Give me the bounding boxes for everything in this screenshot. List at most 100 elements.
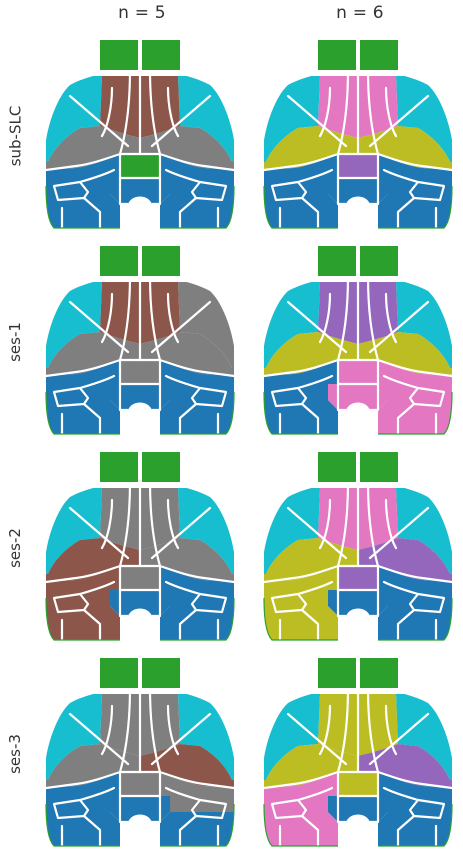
region-m-l: [46, 482, 102, 574]
area-border: [78, 580, 116, 596]
area-border: [336, 588, 348, 618]
area-border: [286, 94, 348, 148]
area-border: [164, 580, 202, 596]
area-border: [82, 402, 102, 434]
area-border: [286, 300, 348, 354]
region-v-r: [160, 606, 234, 640]
area-border: [150, 794, 162, 824]
cortex-rim: [263, 391, 453, 435]
area-border: [270, 592, 308, 614]
area-border: [148, 70, 162, 156]
region-c-c: [114, 154, 166, 178]
area-border: [178, 196, 198, 228]
area-border: [158, 564, 234, 584]
cortex-rim: [263, 803, 453, 847]
area-border: [336, 382, 348, 412]
region-l-l: [264, 332, 358, 376]
area-border: [368, 588, 380, 618]
area-border: [384, 292, 398, 344]
area-border: [78, 168, 116, 184]
area-border: [190, 592, 228, 614]
area-border: [376, 358, 452, 378]
region-olfactory-bulb: [100, 246, 180, 276]
area-border: [150, 712, 212, 766]
region-v-r: [378, 400, 452, 434]
region-l-l: [264, 538, 358, 582]
area-border: [158, 358, 234, 378]
region-v-c: [328, 178, 388, 204]
region-v-r: [378, 606, 452, 640]
cortex-rim: [263, 185, 453, 229]
area-border: [164, 168, 202, 184]
area-border: [158, 152, 234, 172]
region-l-r: [140, 332, 234, 376]
region-olfactory-bulb: [100, 40, 180, 70]
area-border: [384, 498, 398, 550]
area-border: [296, 786, 334, 802]
area-border: [190, 386, 228, 408]
region-l-r: [358, 126, 452, 170]
region-m-r: [396, 70, 452, 162]
area-border: [366, 688, 380, 774]
row-label-text: ses-2: [6, 528, 25, 568]
area-border: [408, 592, 446, 614]
area-border: [368, 176, 380, 206]
region-c-c: [114, 566, 166, 590]
region-c-c: [332, 360, 384, 384]
area-border: [382, 374, 420, 390]
region-olfactory-bulb: [100, 658, 180, 688]
area-border: [178, 814, 198, 846]
region-m-r: [178, 70, 234, 162]
brain-map-svg: [45, 246, 235, 435]
area-border: [368, 794, 380, 824]
area-border: [46, 358, 122, 378]
area-border: [100, 292, 114, 344]
area-border: [336, 482, 350, 568]
region-v-c: [328, 796, 388, 822]
region-l-r: [358, 332, 452, 376]
area-border: [408, 386, 446, 408]
area-border: [150, 382, 162, 412]
area-border: [318, 292, 332, 344]
area-border: [376, 564, 452, 584]
area-border: [118, 70, 132, 156]
region-v-l: [46, 400, 120, 434]
area-border: [368, 382, 380, 412]
area-border: [264, 770, 340, 790]
brain-map-ses-3-n5: [40, 654, 240, 854]
region-v-l: [264, 812, 338, 846]
area-border: [384, 86, 398, 138]
area-border: [118, 482, 132, 568]
area-border: [118, 176, 130, 206]
region-l-l: [46, 538, 140, 582]
area-border: [52, 180, 90, 202]
brain-map-ses-3-n6: [258, 654, 458, 854]
region-l-r: [358, 744, 452, 788]
area-border: [408, 180, 446, 202]
area-border: [150, 506, 212, 560]
region-c-c: [114, 772, 166, 796]
area-border: [368, 712, 430, 766]
area-border: [382, 580, 420, 596]
region-m-l: [46, 688, 102, 780]
area-border: [68, 94, 130, 148]
area-border: [382, 168, 420, 184]
area-border: [366, 276, 380, 362]
area-border: [166, 704, 180, 756]
region-l-r: [140, 538, 234, 582]
cortex-rim: [263, 597, 453, 641]
region-v-r: [378, 812, 452, 846]
area-border: [296, 580, 334, 596]
area-border: [68, 300, 130, 354]
region-v-c: [328, 384, 388, 410]
region-l-l: [46, 744, 140, 788]
row-label-ses-3: ses-3: [2, 654, 28, 854]
area-border: [286, 712, 348, 766]
region-olfactory-bulb: [100, 452, 180, 482]
region-m-l: [264, 70, 320, 162]
area-border: [118, 688, 132, 774]
area-border: [264, 358, 340, 378]
region-v-c: [110, 796, 170, 822]
area-border: [286, 506, 348, 560]
region-olfactory-bulb: [318, 246, 398, 276]
